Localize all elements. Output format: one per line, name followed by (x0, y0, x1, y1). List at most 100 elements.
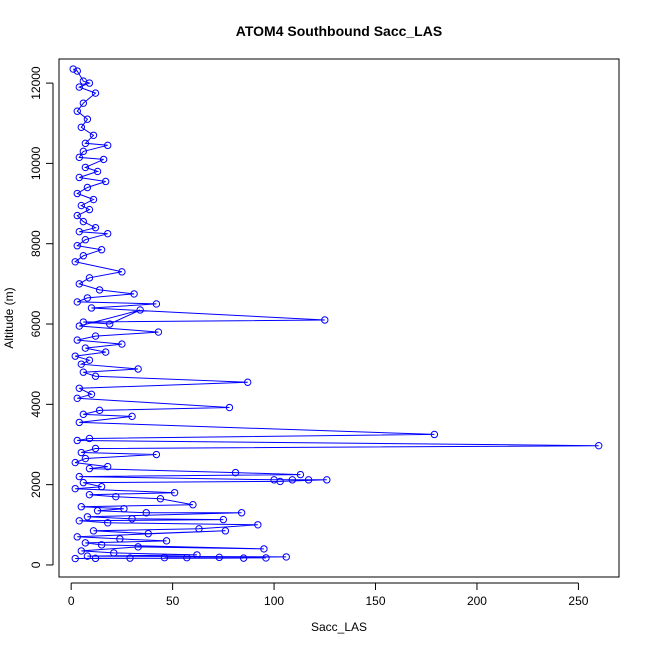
data-point (71, 352, 79, 360)
x-tick-label: 0 (68, 594, 75, 608)
data-point (87, 304, 96, 312)
data-point (162, 537, 171, 545)
data-point (126, 554, 134, 562)
data-point (116, 535, 124, 543)
data-point (85, 79, 94, 87)
data-point (83, 115, 92, 123)
data-point (85, 274, 94, 282)
data-point (128, 515, 136, 523)
data-point (75, 153, 83, 162)
data-point (79, 217, 88, 226)
data-point (134, 543, 142, 551)
data-point (170, 488, 179, 497)
x-tick-label: 250 (568, 594, 588, 608)
data-point (101, 348, 110, 356)
data-point (430, 430, 439, 439)
data-point (130, 290, 138, 298)
data-point (79, 478, 88, 487)
data-point (95, 406, 104, 415)
data-point (73, 242, 81, 250)
data-point (154, 328, 163, 336)
data-point (93, 507, 102, 515)
data-point (296, 470, 305, 479)
data-point (91, 554, 100, 563)
data-point (304, 476, 313, 484)
data-point (103, 519, 112, 527)
data-point (260, 545, 268, 553)
data-point (87, 390, 96, 398)
x-axis-title: Sacc_LAS (311, 620, 367, 634)
data-point (75, 280, 83, 288)
y-tick-label: 4000 (29, 391, 43, 418)
data-point (85, 205, 94, 214)
data-point (75, 517, 83, 525)
data-point (73, 211, 81, 220)
series-layer (69, 65, 603, 563)
data-point (112, 492, 120, 501)
data-point (77, 547, 86, 555)
y-tick-label: 8000 (29, 230, 43, 257)
data-point (221, 527, 230, 535)
data-point (118, 340, 126, 348)
data-point (79, 99, 88, 107)
data-point (75, 83, 83, 91)
data-point (71, 484, 79, 493)
data-point (83, 183, 92, 192)
data-point (215, 553, 223, 562)
data-point (128, 412, 136, 421)
data-point (73, 336, 81, 344)
y-axis-title: Altitude (m) (2, 287, 16, 348)
data-point (81, 235, 90, 244)
x-tick-label: 200 (467, 594, 487, 608)
data-point (71, 258, 79, 266)
data-point (183, 554, 191, 562)
data-point (77, 360, 86, 368)
data-point (237, 509, 246, 517)
y-tick-label: 12000 (29, 66, 43, 100)
data-point (91, 89, 100, 97)
data-point (160, 554, 169, 562)
data-point (120, 505, 128, 513)
data-point (106, 320, 114, 328)
data-point (75, 472, 83, 481)
data-point (321, 316, 329, 324)
data-point (81, 344, 90, 352)
data-point (243, 378, 252, 386)
data-point (71, 458, 79, 467)
data-point (79, 410, 88, 419)
data-point (142, 509, 150, 517)
data-point (83, 294, 92, 302)
data-point (103, 462, 112, 471)
data-point (73, 189, 81, 198)
data-point (77, 503, 86, 511)
data-point (85, 434, 94, 443)
data-point (239, 554, 248, 562)
data-point (77, 123, 86, 131)
data-point (97, 246, 106, 254)
data-point (71, 554, 79, 563)
data-point (91, 444, 100, 453)
data-point (99, 155, 108, 164)
data-point (73, 436, 81, 445)
x-tick-label: 50 (166, 594, 180, 608)
data-point (77, 448, 86, 457)
y-tick-label: 0 (29, 561, 43, 568)
data-point (152, 450, 161, 459)
data-point (79, 368, 88, 376)
y-axis: 0 2000 4000 6000 8000 10000 12000 (29, 66, 54, 568)
data-point (79, 318, 88, 326)
data-point (75, 173, 83, 182)
data-point (75, 384, 83, 392)
data-point (85, 356, 94, 364)
data-point (89, 527, 98, 535)
data-point (79, 147, 88, 156)
data-point (231, 468, 240, 477)
data-point (81, 539, 90, 547)
data-point (262, 554, 270, 562)
data-point (254, 521, 262, 529)
data-point (83, 552, 92, 560)
data-point (73, 533, 81, 541)
data-point (81, 163, 90, 172)
